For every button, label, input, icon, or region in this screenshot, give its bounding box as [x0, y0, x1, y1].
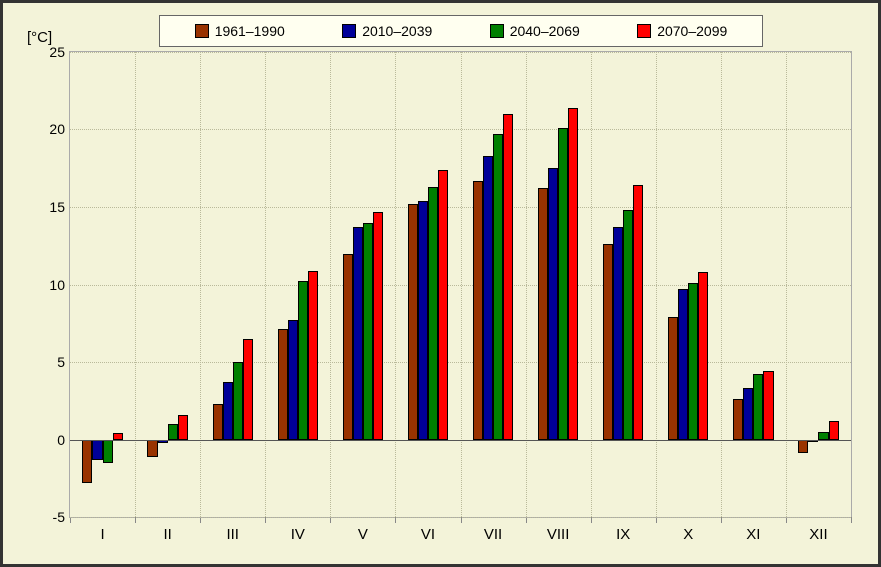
legend-item-1961-1990: 1961–1990 [195, 23, 285, 39]
y-tick-label: -5 [30, 509, 65, 525]
bar [147, 440, 157, 457]
bar [92, 440, 102, 460]
legend: 1961–1990 2010–2039 2040–2069 2070–2099 [159, 15, 763, 47]
x-tick-mark [851, 517, 852, 523]
legend-swatch [195, 24, 209, 38]
bar [278, 329, 288, 439]
vgridline [395, 52, 396, 517]
legend-swatch [342, 24, 356, 38]
bar [243, 339, 253, 440]
bar [548, 168, 558, 439]
x-tick-label: V [358, 526, 368, 543]
y-tick-label: 20 [30, 121, 65, 137]
legend-item-2070-2099: 2070–2099 [637, 23, 727, 39]
bar [798, 440, 808, 454]
vgridline [200, 52, 201, 517]
vgridline [656, 52, 657, 517]
legend-item-2010-2039: 2010–2039 [342, 23, 432, 39]
x-tick-label: X [683, 526, 693, 543]
vgridline [135, 52, 136, 517]
x-tick-label: VI [421, 526, 435, 543]
bar [688, 283, 698, 440]
bar [568, 108, 578, 440]
vgridline [786, 52, 787, 517]
vgridline [330, 52, 331, 517]
vgridline [591, 52, 592, 517]
bar [818, 432, 828, 440]
bar [743, 388, 753, 439]
bar [213, 404, 223, 440]
bar [558, 128, 568, 440]
bar [603, 244, 613, 439]
bar [829, 421, 839, 440]
bar [233, 362, 243, 439]
bar [308, 271, 318, 440]
legend-label: 2040–2069 [510, 23, 580, 39]
bar [168, 424, 178, 440]
bar [623, 210, 633, 439]
x-tick-label: III [226, 526, 239, 543]
vgridline [721, 52, 722, 517]
bar [678, 289, 688, 439]
y-tick-label: 5 [30, 354, 65, 370]
bar [353, 227, 363, 439]
gridline [70, 517, 851, 518]
x-tick-label: I [100, 526, 104, 543]
bar [363, 223, 373, 440]
x-tick-label: XII [809, 526, 827, 543]
y-tick-label: 15 [30, 199, 65, 215]
bar [733, 399, 743, 439]
chart-panel: [°C] 1961–1990 2010–2039 2040–2069 2070–… [9, 9, 872, 558]
bar [418, 201, 428, 440]
x-tick-label: II [163, 526, 171, 543]
vgridline [461, 52, 462, 517]
legend-swatch [490, 24, 504, 38]
bar [483, 156, 493, 440]
x-tick-label: XI [746, 526, 760, 543]
bar [538, 188, 548, 439]
plot-area: -50510152025IIIIIIIVVVIVIIVIIIIXXXIXII [69, 51, 852, 518]
bar [103, 440, 113, 463]
legend-label: 2070–2099 [657, 23, 727, 39]
bar [82, 440, 92, 483]
x-tick-label: IX [616, 526, 630, 543]
bar [493, 134, 503, 439]
zero-line [70, 440, 851, 441]
bar [178, 415, 188, 440]
bar [408, 204, 418, 440]
bar [428, 187, 438, 440]
vgridline [526, 52, 527, 517]
bar [613, 227, 623, 439]
x-tick-label: IV [291, 526, 305, 543]
bar [668, 317, 678, 439]
bar [753, 374, 763, 439]
legend-label: 2010–2039 [362, 23, 432, 39]
bar [373, 212, 383, 440]
bar [223, 382, 233, 439]
legend-label: 1961–1990 [215, 23, 285, 39]
bar [438, 170, 448, 440]
bar [288, 320, 298, 439]
bar [473, 181, 483, 440]
bar [503, 114, 513, 440]
bar [763, 371, 773, 439]
bar [633, 185, 643, 439]
bar [343, 254, 353, 440]
legend-swatch [637, 24, 651, 38]
y-tick-label: 25 [30, 44, 65, 60]
bar [698, 272, 708, 439]
legend-item-2040-2069: 2040–2069 [490, 23, 580, 39]
vgridline [265, 52, 266, 517]
y-tick-label: 10 [30, 277, 65, 293]
x-tick-label: VIII [547, 526, 570, 543]
y-tick-label: 0 [30, 432, 65, 448]
x-tick-label: VII [484, 526, 502, 543]
bar [298, 281, 308, 439]
chart-frame: [°C] 1961–1990 2010–2039 2040–2069 2070–… [0, 0, 881, 567]
